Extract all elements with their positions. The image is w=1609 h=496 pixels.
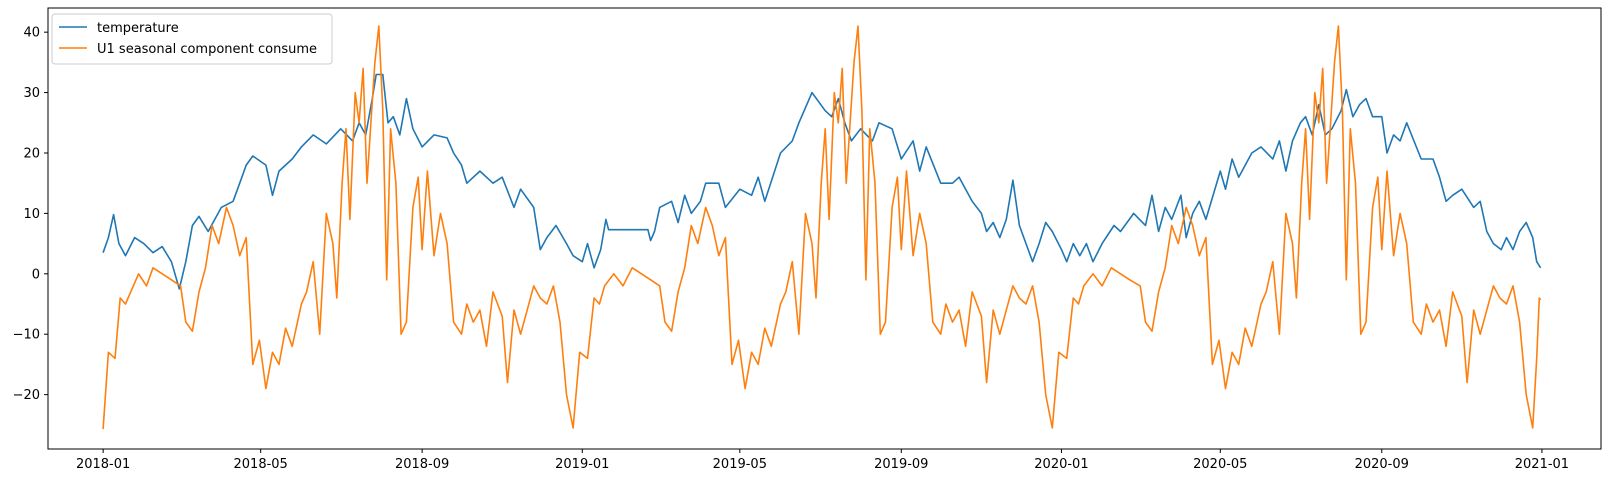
y-tick-label-4: 0 xyxy=(32,267,40,282)
x-axis: 2018-01 2018-05 2018-09 2019-01 2019-05 2019-… xyxy=(76,449,1569,472)
x-tick-label-6: 2020-01 xyxy=(1034,457,1088,472)
x-tick-label-8: 2020-09 xyxy=(1355,457,1409,472)
x-tick-label-7: 2020-05 xyxy=(1193,457,1247,472)
legend-box xyxy=(51,13,333,65)
x-tick-label-0: 2018-01 xyxy=(76,457,130,472)
y-tick-label-2: 20 xyxy=(23,146,40,161)
y-tick-label-5: −10 xyxy=(13,328,40,343)
legend: temperature U1 seasonal component consum… xyxy=(51,13,333,65)
x-tick-label-9: 2021-01 xyxy=(1515,457,1569,472)
y-tick-label-3: 10 xyxy=(23,207,40,222)
x-tick-label-1: 2018-05 xyxy=(234,457,288,472)
x-tick-label-5: 2019-09 xyxy=(874,457,928,472)
y-tick-label-1: 30 xyxy=(23,86,40,101)
x-tick-label-2: 2018-09 xyxy=(395,457,449,472)
plot-frame xyxy=(47,7,1602,450)
x-tick-label-4: 2019-05 xyxy=(713,457,767,472)
series-line-1 xyxy=(102,25,1542,430)
legend-label-seasonal-component: U1 seasonal component consume xyxy=(97,42,317,57)
x-tick-label-3: 2019-01 xyxy=(555,457,609,472)
series-layer xyxy=(102,25,1542,430)
legend-label-temperature: temperature xyxy=(97,21,179,36)
y-tick-label-6: −20 xyxy=(13,388,40,403)
y-axis: 40 30 20 10 0 −10 −20 xyxy=(13,26,48,403)
y-tick-label-0: 40 xyxy=(23,26,40,41)
